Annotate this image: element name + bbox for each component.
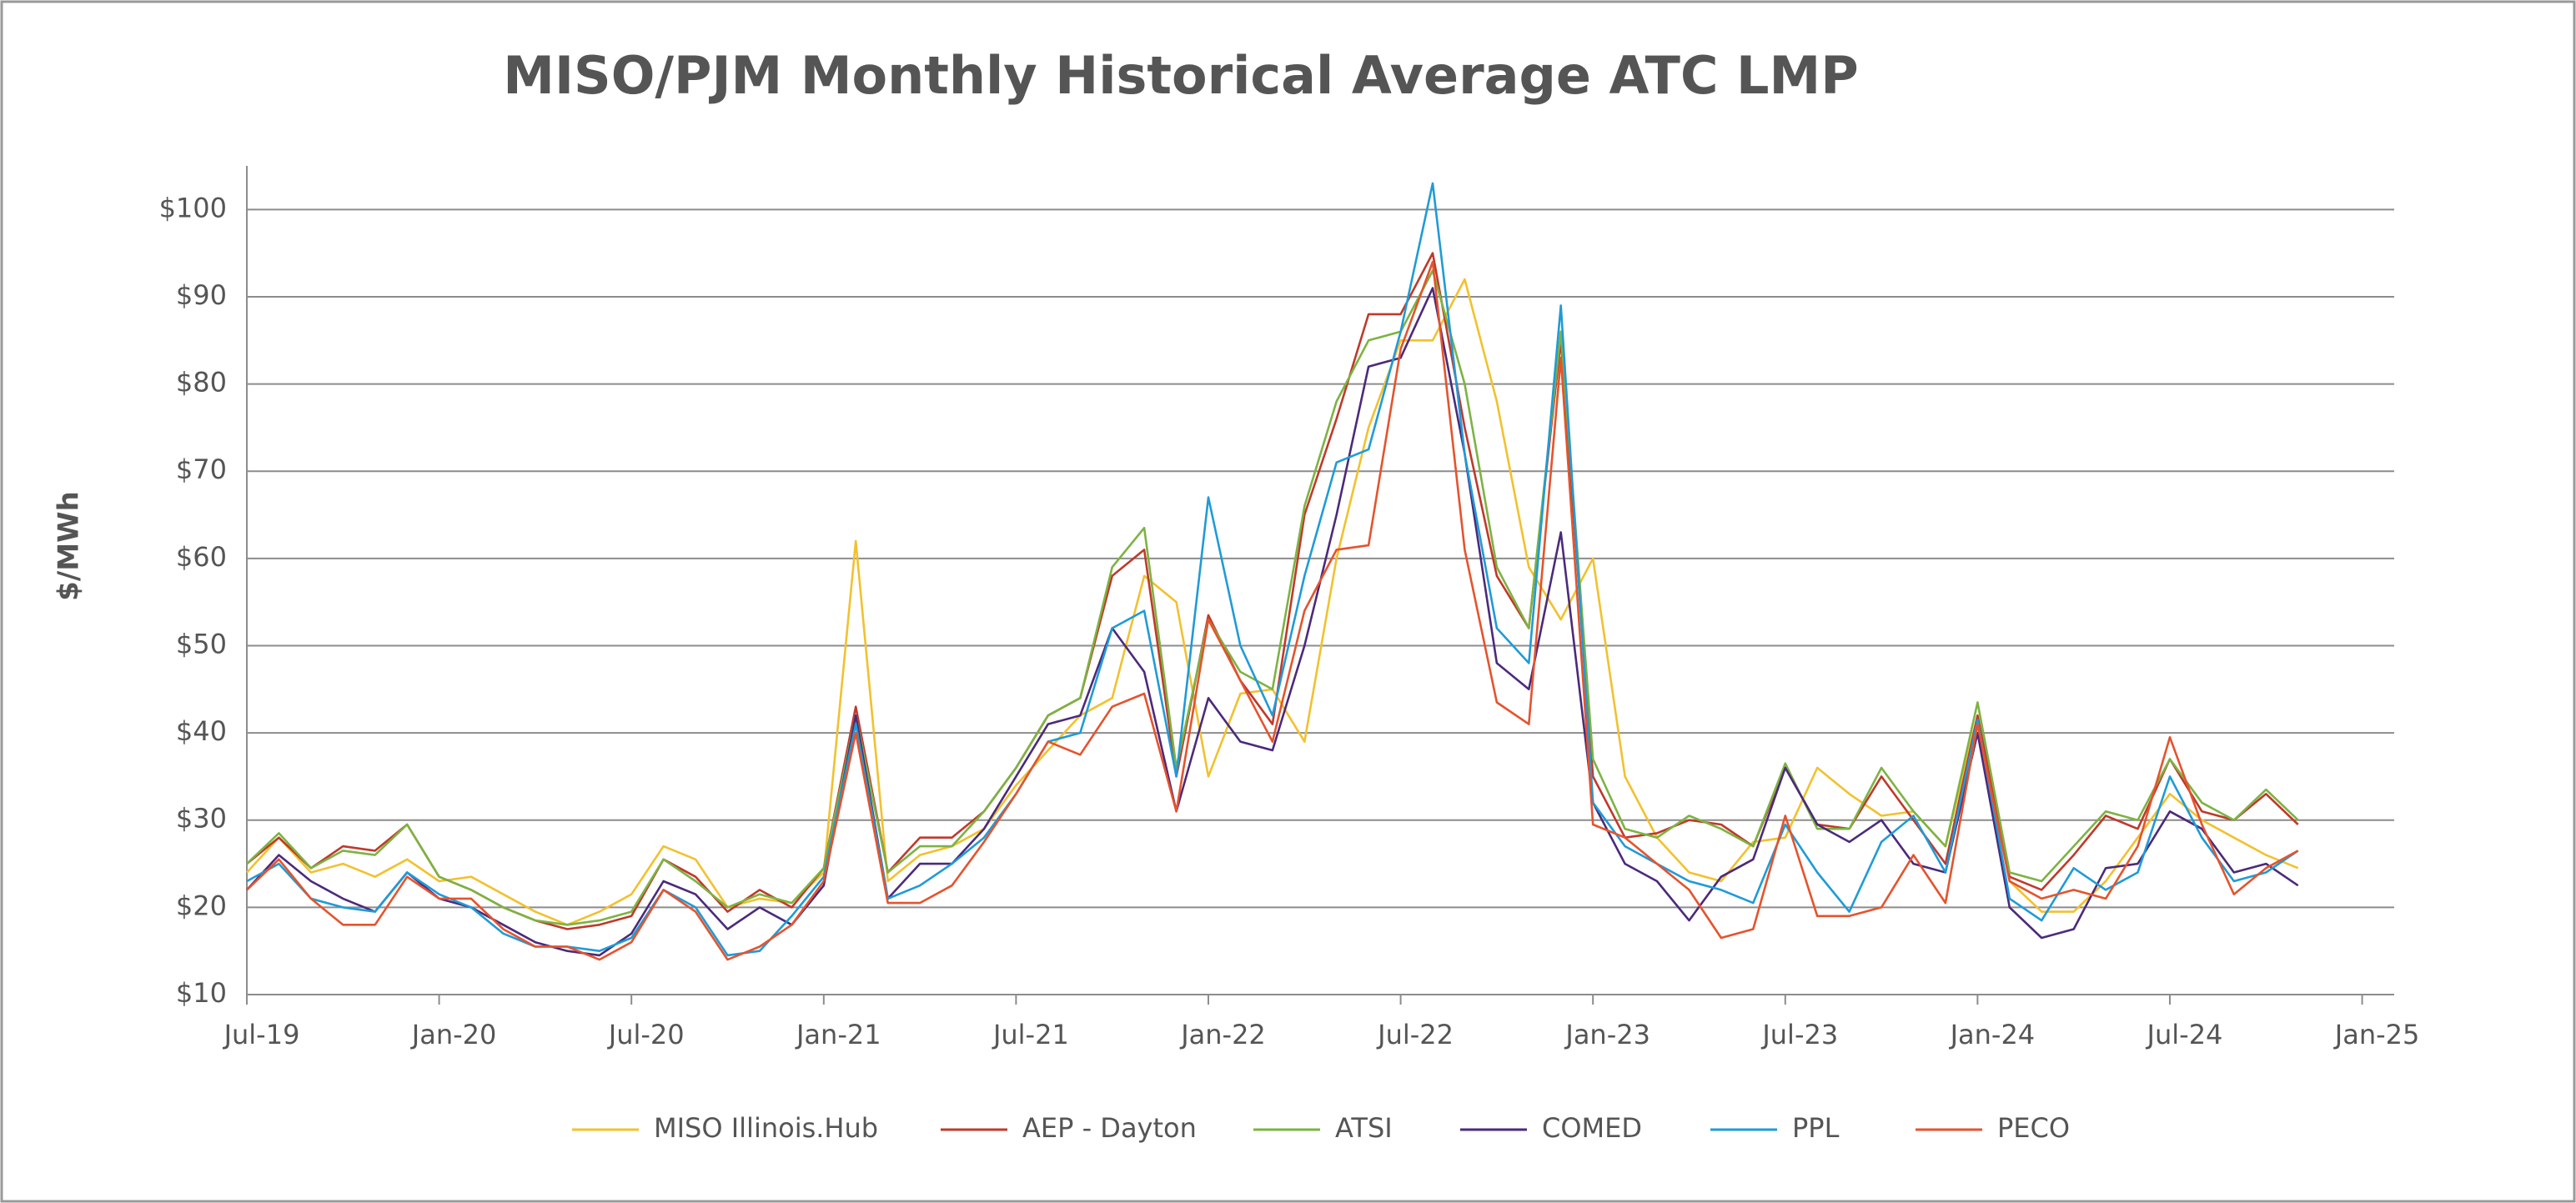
y-tick-label: $30 — [176, 803, 227, 835]
y-tick-label: $80 — [176, 367, 227, 398]
y-tick-label: $40 — [176, 715, 227, 747]
y-tick-label: $60 — [176, 541, 227, 573]
chart-title: MISO/PJM Monthly Historical Average ATC … — [503, 45, 1858, 106]
y-axis-label: $/MWh — [53, 491, 86, 601]
x-tick-label: Jan-25 — [2333, 1019, 2420, 1050]
x-tick-label: Jan-23 — [1564, 1019, 1650, 1050]
x-tick-label: Jul-22 — [1376, 1019, 1454, 1050]
y-tick-label: $70 — [176, 454, 227, 485]
y-tick-label: $10 — [176, 977, 227, 1009]
series-line — [246, 269, 2299, 926]
y-tick-label: $50 — [176, 628, 227, 659]
x-tick-label: Jul-23 — [1760, 1019, 1838, 1050]
series-line — [246, 182, 2299, 957]
series-line — [246, 260, 2299, 961]
legend-label: ATSI — [1335, 1112, 1393, 1144]
y-tick-label: $90 — [176, 279, 227, 311]
y-tick-label: $100 — [159, 192, 227, 223]
x-tick-label: Jan-22 — [1179, 1019, 1266, 1050]
legend-label: COMED — [1542, 1112, 1642, 1144]
x-tick-label: Jul-20 — [607, 1019, 685, 1050]
x-tick-label: Jul-21 — [992, 1019, 1069, 1050]
x-tick-label: Jan-20 — [410, 1019, 497, 1050]
series-line — [246, 252, 2299, 930]
legend-label: MISO Illinois.Hub — [654, 1112, 878, 1144]
legend-label: AEP - Dayton — [1022, 1112, 1197, 1144]
x-tick-label: Jul-24 — [2146, 1019, 2223, 1050]
x-tick-label: Jan-24 — [1949, 1019, 2036, 1050]
legend-label: PECO — [1997, 1112, 2070, 1144]
y-tick-label: $20 — [176, 890, 227, 921]
x-tick-label: Jul-19 — [223, 1019, 300, 1050]
legend-label: PPL — [1792, 1112, 1840, 1144]
x-tick-label: Jan-21 — [795, 1019, 881, 1050]
